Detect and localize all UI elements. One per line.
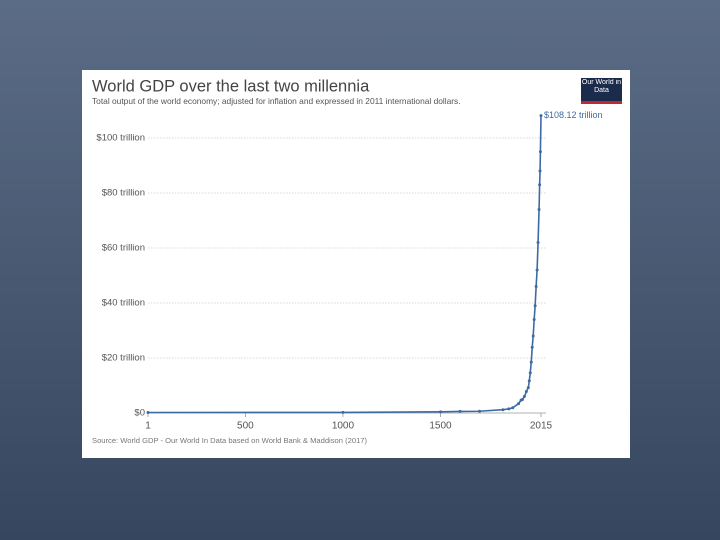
chart-subtitle: Total output of the world economy; adjus… <box>92 96 461 106</box>
point <box>522 395 526 398</box>
point <box>530 345 534 349</box>
y-tick-label: $60 trillion <box>102 243 145 254</box>
point <box>341 410 345 414</box>
point <box>511 406 515 410</box>
point <box>439 410 443 414</box>
point <box>520 398 524 402</box>
y-tick-label: $0 <box>134 408 145 419</box>
point <box>524 390 528 394</box>
point <box>529 360 533 364</box>
point <box>146 411 150 415</box>
point <box>537 208 541 211</box>
point <box>478 409 482 413</box>
point <box>527 379 531 383</box>
x-tick-label: 1000 <box>332 421 355 432</box>
chart-title: World GDP over the last two millennia <box>92 77 370 95</box>
end-label: $108.12 trillion <box>544 110 603 120</box>
logo-bar <box>581 101 622 104</box>
point <box>535 268 539 272</box>
point <box>526 386 530 390</box>
point <box>538 150 542 154</box>
chart-panel <box>82 70 630 458</box>
point <box>534 285 538 288</box>
point <box>532 318 536 321</box>
point <box>531 334 535 338</box>
point <box>538 169 542 173</box>
point <box>538 183 542 187</box>
x-tick-label: 500 <box>237 421 254 432</box>
point <box>536 241 540 244</box>
point <box>533 304 537 308</box>
logo-text: Our World in Data <box>581 79 622 94</box>
source: Source: World GDP - Our World In Data ba… <box>92 436 368 445</box>
point <box>517 402 521 406</box>
point <box>507 407 511 411</box>
y-tick-label: $80 trillion <box>102 188 145 199</box>
x-tick-label: 1500 <box>429 421 452 432</box>
x-tick-label: 2015 <box>530 421 553 432</box>
y-tick-label: $100 trillion <box>96 133 145 144</box>
x-tick-label: 1 <box>145 421 151 432</box>
logo-box <box>581 78 622 104</box>
point <box>501 408 505 412</box>
logo: Our World in Data <box>581 79 622 94</box>
y-tick-label: $40 trillion <box>102 298 145 309</box>
y-tick-label: $20 trillion <box>102 353 145 364</box>
point <box>458 409 462 413</box>
point <box>528 371 532 375</box>
point <box>539 114 543 118</box>
